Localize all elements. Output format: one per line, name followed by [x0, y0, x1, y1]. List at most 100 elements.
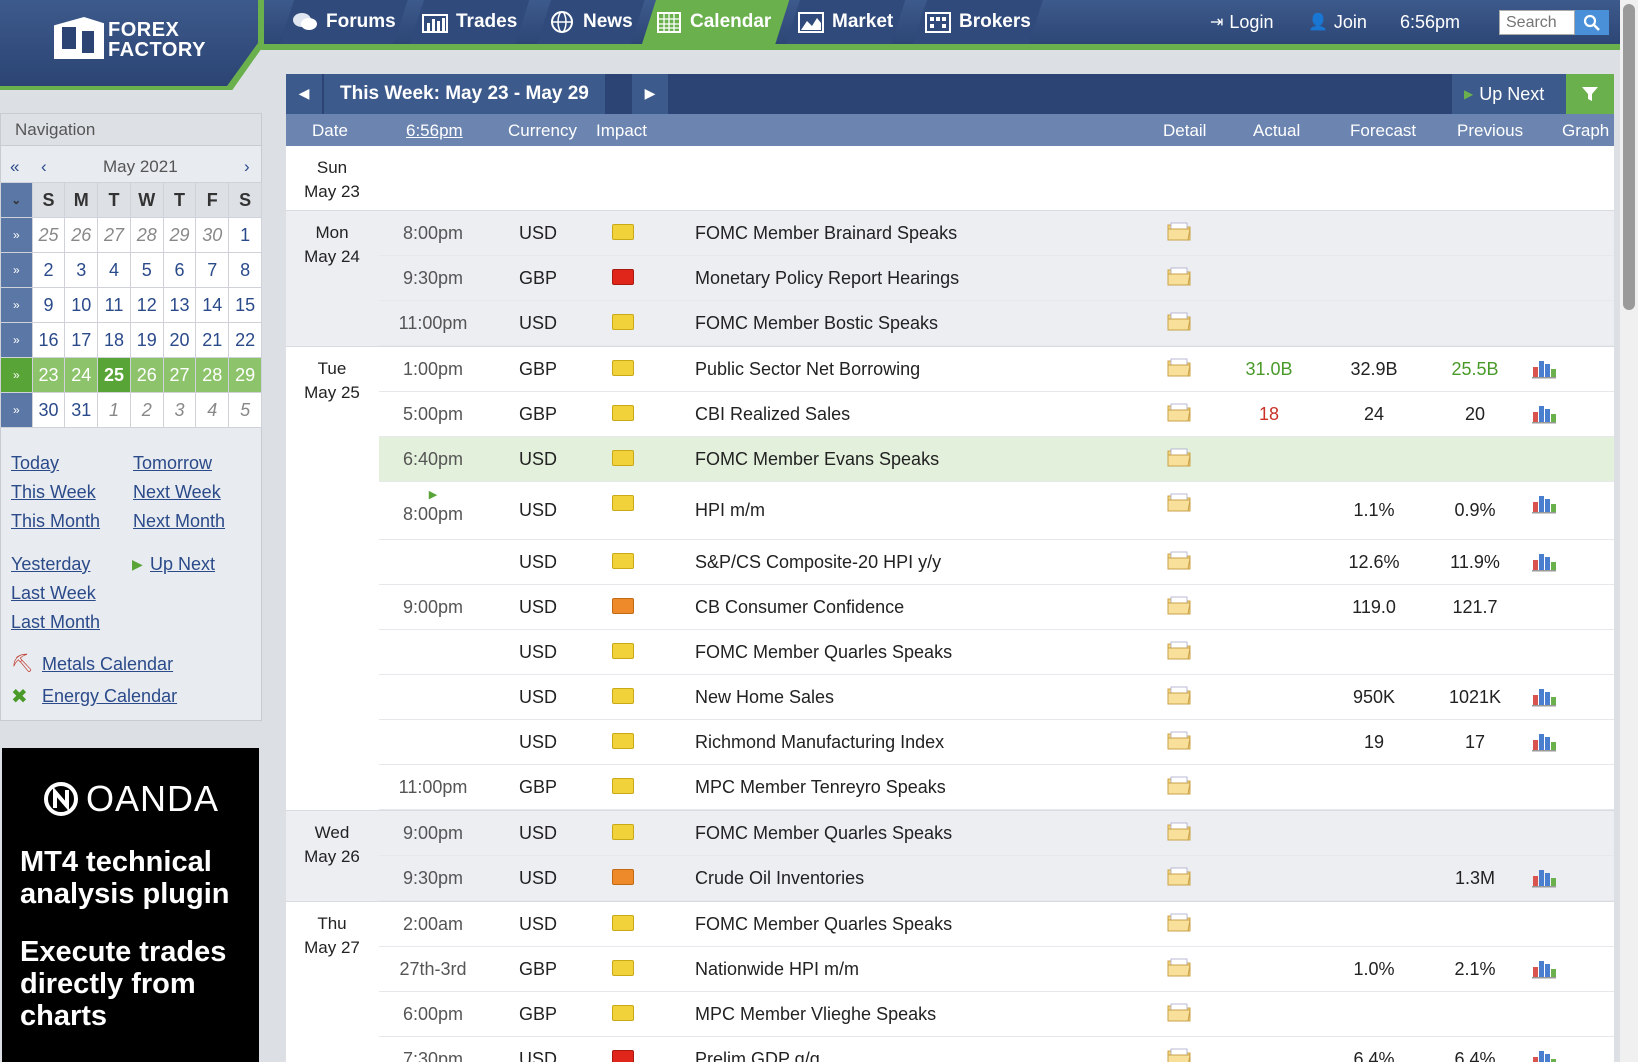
event-title[interactable]: MPC Member Tenreyro Speaks: [695, 777, 946, 797]
calendar-day[interactable]: 9: [31, 287, 66, 323]
link-yesterday[interactable]: Yesterday: [11, 554, 91, 574]
impact-low-icon[interactable]: [612, 224, 634, 240]
event-row[interactable]: ▶ 8:00pm USD HPI m/m 1.1% 0.9%: [379, 482, 1614, 540]
impact-med-icon[interactable]: [612, 869, 634, 885]
detail-folder-icon[interactable]: [1167, 774, 1193, 796]
calendar-day[interactable]: 23: [31, 357, 66, 393]
impact-low-icon[interactable]: [612, 778, 634, 794]
detail-folder-icon[interactable]: [1167, 220, 1193, 242]
event-title[interactable]: CB Consumer Confidence: [695, 597, 905, 617]
up-next-button[interactable]: ▶ Up Next: [1452, 74, 1566, 114]
event-row[interactable]: 6:00pm GBP MPC Member Vlieghe Speaks: [379, 992, 1614, 1037]
event-row[interactable]: USD Richmond Manufacturing Index 19 17: [379, 720, 1614, 765]
calendar-day[interactable]: 7: [195, 252, 230, 288]
link-next-week[interactable]: Next Week: [133, 482, 221, 502]
graph-icon[interactable]: [1531, 550, 1557, 572]
link-last-week[interactable]: Last Week: [11, 583, 96, 603]
event-title[interactable]: FOMC Member Quarles Speaks: [695, 642, 953, 662]
event-title[interactable]: FOMC Member Quarles Speaks: [695, 914, 953, 934]
calendar-day[interactable]: 2: [129, 392, 164, 428]
link-energy-calendar[interactable]: Energy Calendar: [42, 686, 178, 706]
detail-folder-icon[interactable]: [1167, 911, 1193, 933]
event-row[interactable]: 11:00pm USD FOMC Member Bostic Speaks: [379, 301, 1614, 346]
event-row[interactable]: USD FOMC Member Quarles Speaks: [379, 630, 1614, 675]
event-title[interactable]: FOMC Member Evans Speaks: [695, 449, 940, 469]
login-link[interactable]: ⇥ Login: [1210, 0, 1273, 44]
scrollbar-thumb[interactable]: [1623, 4, 1635, 310]
event-title[interactable]: FOMC Member Brainard Speaks: [695, 223, 958, 243]
select-week-button[interactable]: »: [0, 252, 33, 288]
calendar-day[interactable]: 20: [162, 322, 197, 358]
impact-low-icon[interactable]: [612, 960, 634, 976]
detail-folder-icon[interactable]: [1167, 401, 1193, 423]
join-link[interactable]: 👤 Join: [1308, 0, 1367, 44]
impact-low-icon[interactable]: [612, 643, 634, 659]
event-row[interactable]: 9:00pm USD FOMC Member Quarles Speaks: [379, 811, 1614, 856]
detail-folder-icon[interactable]: [1167, 865, 1193, 887]
calendar-day[interactable]: 5: [129, 252, 164, 288]
detail-folder-icon[interactable]: [1167, 1046, 1193, 1062]
prev-month-button[interactable]: ‹: [41, 157, 47, 176]
detail-folder-icon[interactable]: [1167, 956, 1193, 978]
calendar-day[interactable]: 1: [228, 217, 262, 253]
event-row[interactable]: 9:00pm USD CB Consumer Confidence 119.0 121.…: [379, 585, 1614, 630]
link-last-month[interactable]: Last Month: [11, 612, 101, 632]
page-scrollbar[interactable]: [1620, 0, 1638, 1062]
detail-folder-icon[interactable]: [1167, 310, 1193, 332]
calendar-day[interactable]: 8: [228, 252, 262, 288]
calendar-day[interactable]: 26: [129, 357, 164, 393]
link-this-week[interactable]: This Week: [11, 482, 96, 502]
impact-low-icon[interactable]: [612, 360, 634, 376]
calendar-day[interactable]: 28: [195, 357, 230, 393]
detail-folder-icon[interactable]: [1167, 639, 1193, 661]
graph-icon[interactable]: [1531, 866, 1557, 888]
calendar-day[interactable]: 19: [129, 322, 164, 358]
calendar-day[interactable]: 29: [162, 217, 197, 253]
collapse-weeks-button[interactable]: ⌄: [0, 182, 33, 218]
event-title[interactable]: CBI Realized Sales: [695, 404, 851, 424]
select-week-button[interactable]: »: [0, 322, 33, 358]
calendar-day[interactable]: 6: [162, 252, 197, 288]
impact-med-icon[interactable]: [612, 598, 634, 614]
calendar-day[interactable]: 26: [64, 217, 99, 253]
nav-brokers[interactable]: Brokers: [913, 0, 1043, 44]
calendar-day[interactable]: 4: [97, 252, 131, 288]
link-tomorrow[interactable]: Tomorrow: [133, 453, 213, 473]
event-title[interactable]: FOMC Member Quarles Speaks: [695, 823, 953, 843]
event-title[interactable]: Richmond Manufacturing Index: [695, 732, 945, 752]
impact-low-icon[interactable]: [612, 553, 634, 569]
event-title[interactable]: Nationwide HPI m/m: [695, 959, 860, 979]
calendar-day[interactable]: 11: [97, 287, 131, 323]
nav-calendar[interactable]: Calendar: [642, 0, 789, 44]
event-title[interactable]: New Home Sales: [695, 687, 835, 707]
nav-forums[interactable]: Forums: [280, 0, 408, 44]
impact-low-icon[interactable]: [612, 450, 634, 466]
event-title[interactable]: Prelim GDP q/q: [695, 1049, 820, 1062]
link-next-month[interactable]: Next Month: [133, 511, 226, 531]
calendar-day[interactable]: 27: [162, 357, 197, 393]
graph-icon[interactable]: [1531, 492, 1557, 514]
impact-low-icon[interactable]: [612, 915, 634, 931]
select-week-button[interactable]: »: [0, 217, 33, 253]
calendar-day[interactable]: 27: [97, 217, 131, 253]
next-week-button[interactable]: ▶: [632, 74, 668, 114]
prev-year-button[interactable]: «: [10, 157, 20, 176]
graph-icon[interactable]: [1531, 730, 1557, 752]
calendar-day[interactable]: 3: [64, 252, 99, 288]
impact-low-icon[interactable]: [612, 824, 634, 840]
nav-market[interactable]: Market: [786, 0, 905, 44]
oanda-advertisement[interactable]: OANDA MT4 technical analysis plugin Execu…: [2, 748, 259, 1062]
impact-high-icon[interactable]: [612, 1050, 634, 1062]
impact-low-icon[interactable]: [612, 733, 634, 749]
event-row[interactable]: 9:30pm GBP Monetary Policy Report Hearings: [379, 256, 1614, 301]
prev-week-button[interactable]: ◀: [286, 74, 322, 114]
search-input[interactable]: [1499, 10, 1575, 35]
link-metals-calendar[interactable]: Metals Calendar: [42, 654, 174, 674]
detail-folder-icon[interactable]: [1167, 1001, 1193, 1023]
event-title[interactable]: HPI m/m: [695, 500, 765, 520]
event-row[interactable]: 7:30pm USD Prelim GDP q/q 6.4% 6.4%: [379, 1037, 1614, 1062]
calendar-day[interactable]: 1: [97, 392, 131, 428]
calendar-day[interactable]: 13: [162, 287, 197, 323]
calendar-day[interactable]: 14: [195, 287, 230, 323]
calendar-day[interactable]: 21: [195, 322, 230, 358]
